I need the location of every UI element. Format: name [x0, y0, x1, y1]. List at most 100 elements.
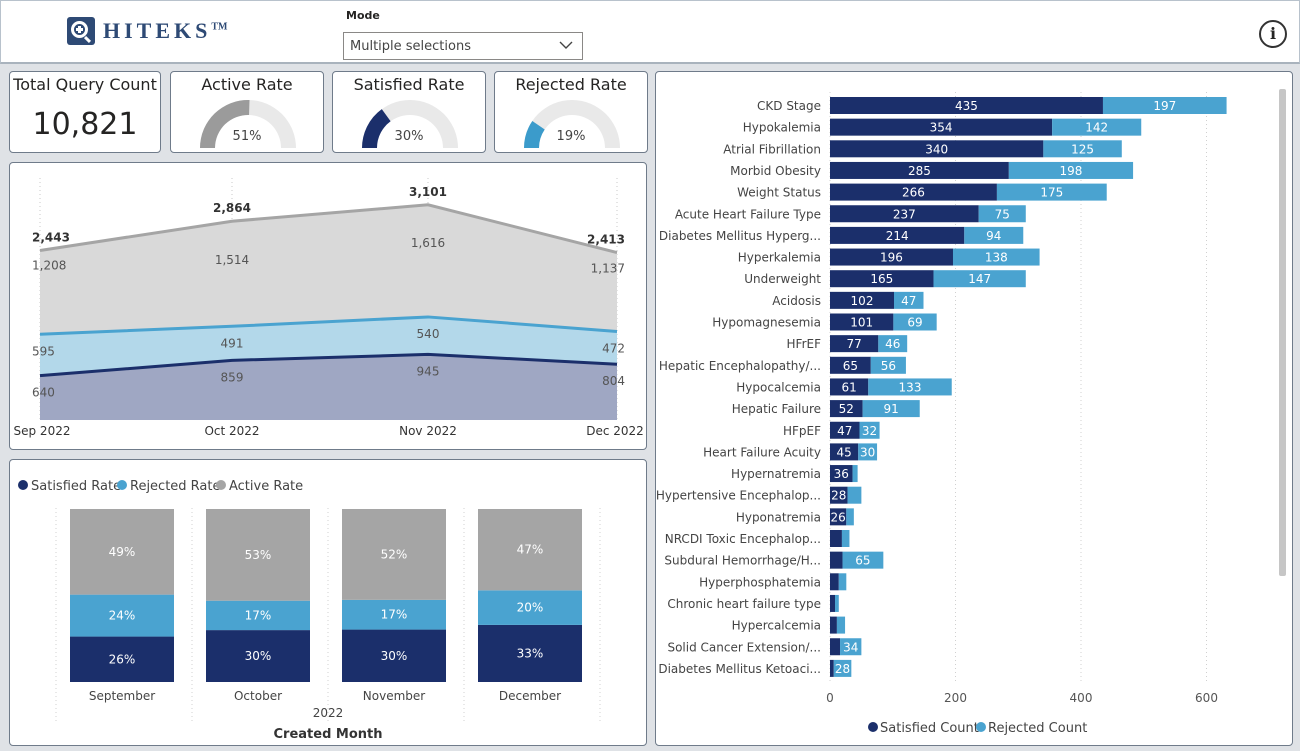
category-label: Hyperphosphatemia [699, 575, 821, 589]
satisfied-bar[interactable] [830, 551, 843, 569]
value-label: 1,514 [215, 253, 249, 267]
rejected-bar[interactable] [1043, 140, 1122, 158]
rejected-bar[interactable] [846, 508, 854, 526]
satisfied-bar[interactable] [830, 400, 863, 418]
rejected-bar[interactable] [862, 400, 920, 418]
satisfied-bar[interactable] [830, 97, 1103, 114]
rejected-bar[interactable] [840, 638, 862, 656]
category-label: HFpEF [783, 424, 821, 438]
category-label: Diabetes Mellitus Ketoaci... [658, 662, 821, 676]
stacked-segment[interactable] [206, 600, 310, 631]
satisfied-bar[interactable] [830, 161, 1009, 179]
stacked-segment[interactable] [70, 636, 174, 682]
legend-label[interactable]: Satisfied Rate [31, 479, 121, 494]
rejected-bar[interactable] [858, 443, 878, 461]
rejected-bar[interactable] [847, 486, 862, 504]
satisfied-bar[interactable] [830, 573, 839, 591]
satisfied-bar[interactable] [830, 638, 841, 656]
stacked-segment[interactable] [478, 590, 582, 625]
report-header: HITEKSTM Mode Multiple selections i [0, 0, 1300, 64]
legend-label[interactable]: Rejected Count [988, 721, 1087, 736]
value-label: 1,137 [591, 262, 625, 276]
satisfied-value-label: 214 [886, 229, 909, 243]
rejected-bar[interactable] [893, 313, 937, 331]
stacked-segment[interactable] [478, 509, 582, 591]
monthly-area-chart[interactable]: 2,443 2,864 3,101 2,413 1,208 1,514 1,616 1,137… [10, 163, 646, 449]
stacked-segment[interactable] [206, 630, 310, 682]
rejected-bar[interactable] [1052, 118, 1142, 136]
category-bar-chart[interactable]: 0 200 400 600 CKD Stage 435 197 Hypokalemia 354 1… [656, 72, 1292, 745]
rejected-bar[interactable] [878, 335, 908, 353]
rejected-bar[interactable] [978, 205, 1026, 223]
satisfied-bar[interactable] [830, 248, 953, 266]
satisfied-bar[interactable] [830, 378, 869, 396]
rejected-bar[interactable] [870, 356, 906, 374]
satisfied-bar[interactable] [830, 335, 879, 353]
legend-label[interactable]: Rejected Rate [130, 479, 221, 494]
satisfied-bar[interactable] [830, 616, 837, 634]
rejected-bar[interactable] [894, 291, 924, 309]
monthly-rate-column-chart[interactable]: Satisfied Rate Rejected Rate Active Rate 26… [10, 460, 646, 745]
satisfied-bar[interactable] [830, 486, 848, 504]
rejected-bar[interactable] [859, 421, 880, 439]
rejected-bar[interactable] [964, 226, 1024, 244]
satisfied-bar[interactable] [830, 508, 847, 526]
rejected-bar[interactable] [852, 465, 858, 483]
category-label: Diabetes Mellitus Hyperg... [659, 229, 821, 243]
rejected-bar[interactable] [836, 616, 846, 634]
rejected-bar[interactable] [952, 248, 1040, 266]
segment-label: 47% [517, 543, 544, 557]
stacked-segment[interactable] [70, 509, 174, 595]
legend-marker [976, 722, 986, 732]
satisfied-bar[interactable] [830, 183, 997, 201]
satisfied-bar[interactable] [830, 356, 871, 374]
stacked-segment[interactable] [342, 509, 446, 600]
gauge-track [362, 100, 458, 148]
satisfied-bar[interactable] [830, 226, 965, 244]
rejected-bar[interactable] [868, 378, 952, 396]
category-label: Hypokalemia [743, 121, 821, 135]
rejected-bar[interactable] [833, 659, 852, 677]
rejected-rate-gauge [524, 100, 620, 148]
satisfied-bar[interactable] [830, 530, 842, 547]
satisfied-bar[interactable] [830, 118, 1053, 136]
x-tick-label: 200 [944, 691, 967, 705]
stacked-segment[interactable] [342, 629, 446, 682]
rejected-bar[interactable] [838, 573, 847, 591]
value-label: 945 [417, 364, 440, 378]
rejected-bar[interactable] [1102, 97, 1227, 114]
legend-label[interactable]: Active Rate [229, 479, 303, 494]
satisfied-bar[interactable] [830, 313, 894, 331]
mode-dropdown[interactable]: Multiple selections [343, 32, 583, 60]
satisfied-bar[interactable] [830, 465, 853, 483]
satisfied-bar[interactable] [830, 659, 834, 677]
category-label: Hepatic Failure [732, 402, 821, 416]
stacked-segment[interactable] [478, 624, 582, 682]
info-icon[interactable]: i [1259, 20, 1287, 48]
stacked-segment[interactable] [342, 599, 446, 630]
satisfied-value-label: 165 [870, 272, 893, 286]
rejected-bar[interactable] [835, 594, 839, 612]
satisfied-bar[interactable] [830, 421, 860, 439]
rejected-bar[interactable] [1008, 161, 1134, 179]
value-label: 540 [417, 327, 440, 341]
value-label: 491 [221, 336, 244, 350]
rejected-bar[interactable] [842, 551, 884, 569]
satisfied-bar[interactable] [830, 291, 895, 309]
rejected-value-label: 30 [860, 445, 875, 459]
satisfied-bar[interactable] [830, 270, 934, 288]
rejected-bar[interactable] [841, 530, 850, 547]
gauge-fill [362, 109, 391, 148]
satisfied-value-label: 196 [880, 251, 903, 265]
legend-label[interactable]: Satisfied Count [880, 721, 979, 736]
rejected-bar[interactable] [933, 270, 1026, 288]
stacked-segment[interactable] [70, 594, 174, 637]
satisfied-bar[interactable] [830, 140, 1044, 158]
rejected-value-label: 133 [899, 380, 922, 394]
satisfied-bar[interactable] [830, 443, 859, 461]
stacked-segment[interactable] [206, 509, 310, 601]
satisfied-bar[interactable] [830, 594, 836, 612]
satisfied-bar[interactable] [830, 205, 979, 223]
vertical-scrollbar[interactable] [1279, 89, 1286, 576]
rejected-bar[interactable] [996, 183, 1107, 201]
